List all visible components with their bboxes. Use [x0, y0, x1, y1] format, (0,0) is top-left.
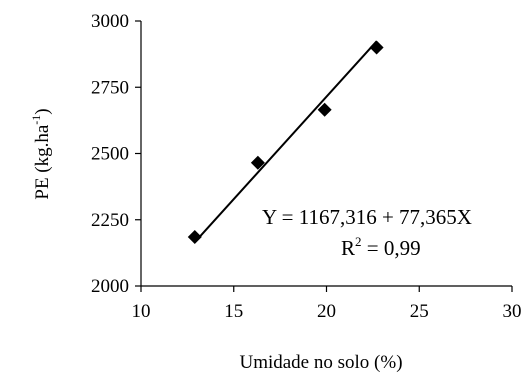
data-point: [250, 155, 265, 170]
data-points: [187, 40, 384, 244]
x-tick-label: 15: [224, 301, 243, 322]
y-axis-title: PE (kg.ha-1): [29, 108, 53, 199]
y-tick-label: 2250: [91, 210, 129, 231]
trendline: [194, 40, 378, 243]
r-squared-value: = 0,99: [362, 236, 421, 260]
y-axis-title-main: PE (kg.ha: [32, 124, 53, 200]
y-axis-ticks: 2000 2250 2500 2750 3000: [91, 11, 141, 297]
y-tick-label: 2500: [91, 144, 129, 165]
data-point: [317, 102, 332, 117]
r-squared-sup: 2: [355, 234, 362, 249]
y-axis-title-close: ): [32, 108, 53, 114]
y-tick-label: 2000: [91, 276, 129, 297]
x-tick-label: 10: [132, 301, 151, 322]
x-tick-label: 20: [317, 301, 336, 322]
y-tick-label: 2750: [91, 77, 129, 98]
x-axis-title: Umidade no solo (%): [239, 352, 402, 373]
r-squared-main: R: [341, 236, 355, 260]
regression-equation: Y = 1167,316 + 77,365X: [262, 205, 472, 229]
data-point: [187, 229, 202, 244]
x-axis-ticks: 10 15 20 25 30: [132, 286, 522, 322]
x-tick-label: 25: [410, 301, 429, 322]
y-tick-label: 3000: [91, 11, 129, 32]
r-squared-label: R2 = 0,99: [341, 234, 421, 260]
x-tick-label: 30: [503, 301, 522, 322]
y-axis-title-sup: -1: [29, 115, 43, 125]
data-point: [369, 40, 384, 55]
